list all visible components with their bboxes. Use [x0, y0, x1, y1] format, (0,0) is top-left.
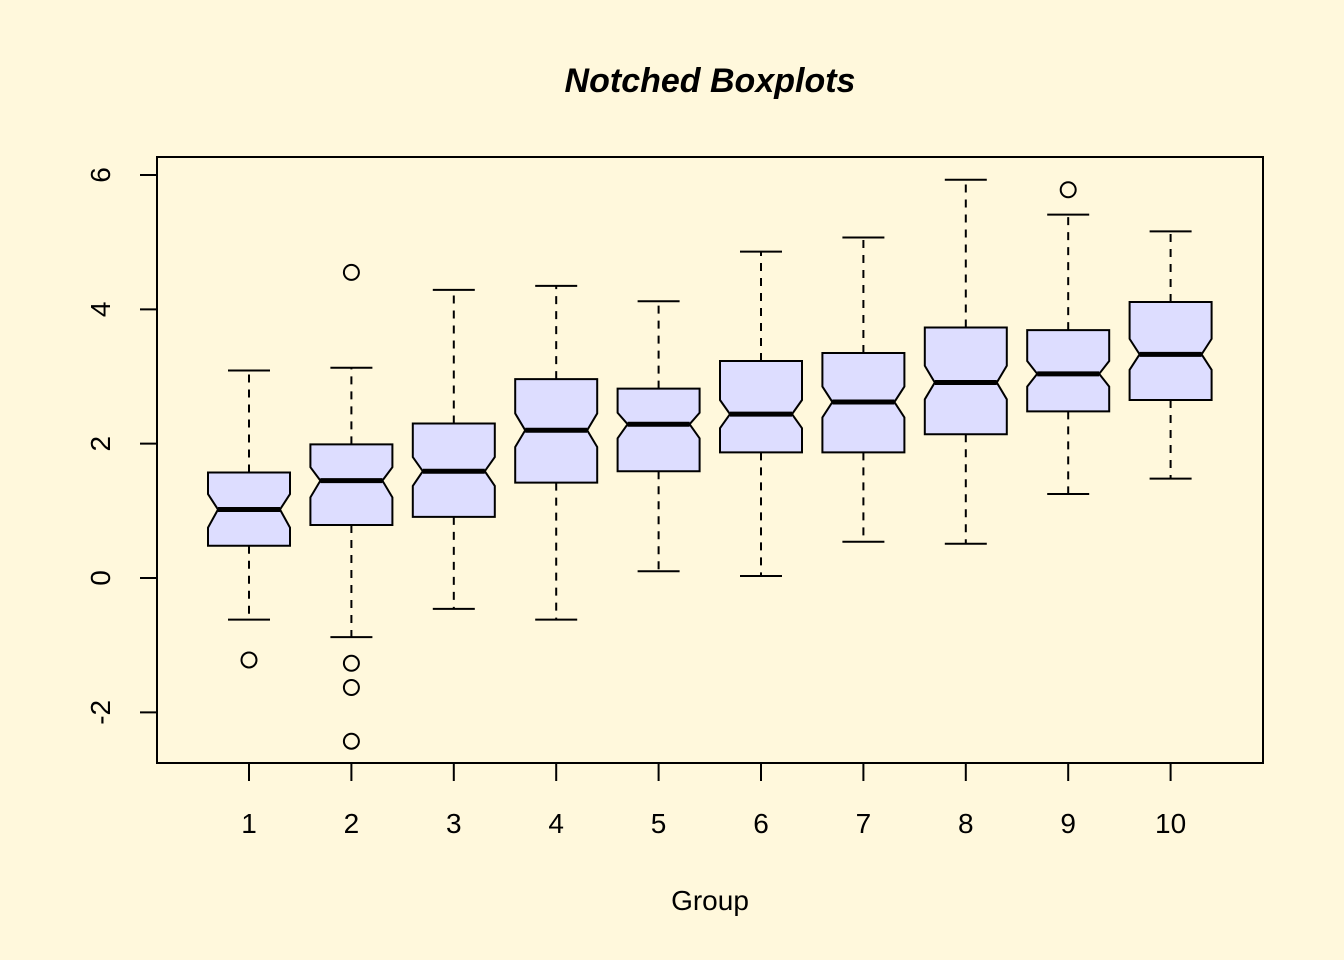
x-tick-label: 9 [1060, 808, 1076, 839]
notched-box [309, 443, 394, 526]
box-group-5 [616, 300, 701, 573]
x-tick-label: 3 [446, 808, 462, 839]
x-tick-label: 4 [548, 808, 564, 839]
y-tick-label: 2 [85, 436, 116, 452]
chart-title: Notched Boxplots [565, 62, 856, 100]
box-group-10 [1128, 230, 1213, 480]
notched-box [1026, 329, 1111, 413]
outlier-point [240, 651, 258, 669]
box-group-1 [207, 369, 291, 669]
x-tick-label: 2 [344, 808, 360, 839]
x-tick-label: 10 [1155, 808, 1186, 839]
box-group-2 [309, 263, 394, 750]
x-axis: 1 2 3 4 5 6 7 8 9 10 [241, 763, 1186, 839]
plot-frame [156, 156, 1264, 764]
outlier-point [342, 732, 360, 750]
box-group-4 [514, 284, 599, 621]
y-tick-label: -2 [85, 700, 116, 725]
box-group-7 [821, 236, 906, 543]
x-tick-label: 1 [241, 808, 257, 839]
y-tick-label: 6 [85, 167, 116, 183]
box-group-6 [719, 250, 803, 577]
notched-box [719, 360, 803, 454]
x-tick-label: 6 [753, 808, 769, 839]
outlier-point [342, 654, 360, 672]
outlier-point [1059, 181, 1077, 199]
outlier-point [342, 263, 360, 281]
notched-box [1128, 300, 1213, 402]
y-axis: -2 0 2 4 6 [85, 167, 157, 725]
box-group-3 [411, 288, 496, 610]
boxes-layer [207, 178, 1213, 750]
y-tick-label: 0 [85, 570, 116, 586]
outlier-point [342, 678, 360, 696]
x-axis-label: Group [671, 885, 749, 916]
notched-box [616, 387, 701, 473]
x-tick-label: 8 [958, 808, 974, 839]
x-tick-label: 5 [651, 808, 667, 839]
box-group-9 [1026, 181, 1111, 496]
x-tick-label: 7 [856, 808, 872, 839]
box-group-8 [923, 178, 1008, 545]
y-tick-label: 4 [85, 302, 116, 318]
